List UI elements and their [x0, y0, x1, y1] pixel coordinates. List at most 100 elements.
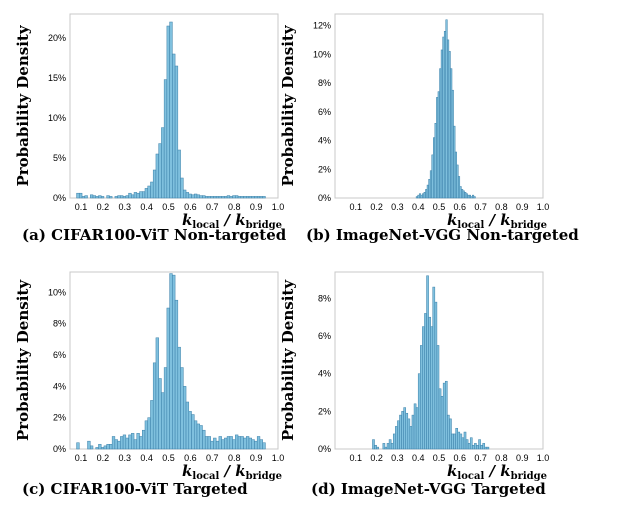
histogram-bar	[374, 444, 377, 450]
x-tick-label: 0.4	[412, 453, 425, 463]
histogram-bar	[218, 196, 222, 199]
histogram-bar	[444, 380, 448, 450]
x-tick-label: 0.3	[118, 202, 131, 212]
histogram-bar	[150, 400, 154, 450]
histogram-bar	[426, 275, 429, 450]
histogram-bar	[114, 439, 118, 450]
histogram-bar	[194, 420, 198, 450]
histogram-bar	[480, 444, 483, 450]
histogram-bar	[87, 440, 91, 450]
histogram-bar	[428, 316, 431, 450]
histogram-bar	[482, 443, 486, 450]
x-tick-label: 0.2	[97, 202, 110, 212]
y-tick-label: 10%	[48, 287, 66, 297]
histogram-bar	[98, 195, 102, 199]
x-tick-label: 0.1	[350, 202, 363, 212]
histogram-bar	[122, 434, 127, 450]
histogram-bar	[469, 437, 473, 450]
histogram-bar	[144, 188, 148, 199]
histogram-bar	[259, 439, 263, 450]
histogram-bar	[95, 196, 99, 199]
histogram-bar	[461, 437, 465, 450]
histogram-bar	[474, 443, 477, 450]
histogram-bar	[467, 443, 471, 450]
histogram-bar	[163, 79, 168, 199]
histogram-bar	[213, 196, 217, 199]
y-tick-label: 0%	[53, 444, 66, 454]
histogram-bar	[226, 436, 231, 450]
histogram-bar	[133, 439, 138, 450]
histogram-bar	[240, 196, 244, 199]
y-tick-label: 4%	[318, 369, 331, 379]
histogram-bar	[438, 388, 442, 450]
histogram-bar	[147, 417, 151, 450]
x-tick-label: 0.7	[206, 453, 219, 463]
histogram-bar	[382, 443, 386, 450]
histogram-bar	[413, 403, 417, 450]
histogram-bar	[128, 434, 132, 450]
histogram-bar	[90, 445, 94, 450]
histogram-bar	[256, 196, 261, 199]
histogram-bar	[174, 65, 179, 199]
x-tick-label: 0.4	[412, 202, 425, 212]
histogram-bar	[95, 447, 99, 450]
histogram-bar	[213, 437, 217, 450]
caption-b: (b) ImageNet-VGG Non-targeted	[306, 226, 579, 244]
y-tick-label: 6%	[318, 107, 331, 117]
histogram-bar	[246, 196, 250, 199]
histogram-bar	[161, 127, 165, 199]
histogram-bar	[100, 447, 105, 450]
histogram-bar	[484, 446, 488, 450]
panel-b: 0% 2% 4% 6% 8% 10% 12% 0.1 0.2 0.3 0.4 0.5 0.6 0.7 0.8…	[279, 0, 617, 255]
histogram-bar	[210, 440, 214, 450]
histogram-bar	[221, 439, 225, 450]
y-tick-label: 10%	[313, 49, 331, 59]
histogram-bar	[202, 195, 206, 199]
histogram-bar	[172, 274, 176, 450]
histogram-bar	[76, 442, 80, 450]
y-tick-label: 2%	[318, 164, 331, 174]
histogram-bar	[199, 425, 203, 450]
histogram-bar	[262, 196, 266, 199]
histogram-bar	[453, 433, 456, 450]
x-tick-label: 0.5	[433, 453, 446, 463]
histogram-d: 0% 2% 4% 6% 8% 0.1 0.2 0.3 0.4 0.5 0.6 0.7 0.8 0.9 1.0…	[279, 271, 550, 482]
x-tick-label: 0.1	[75, 453, 88, 463]
x-tick-label: 1.0	[537, 453, 550, 463]
histogram-bar	[442, 382, 446, 450]
y-tick-label: 10%	[48, 113, 66, 123]
histogram-bar	[436, 345, 440, 450]
histogram-bar	[180, 177, 184, 199]
histogram-bar	[229, 196, 233, 199]
histogram-bar	[177, 346, 181, 450]
histogram-bar	[196, 423, 200, 450]
histogram-bar	[150, 181, 154, 199]
histogram-bar	[224, 437, 228, 450]
x-tick-label: 1.0	[537, 202, 550, 212]
histogram-bar	[166, 307, 170, 450]
histogram-bar	[251, 196, 255, 199]
histogram-bar	[254, 196, 258, 199]
histogram-bar	[90, 194, 94, 199]
histogram-bar	[226, 195, 231, 199]
histogram-bar	[106, 444, 110, 450]
histogram-bar	[191, 414, 195, 450]
histogram-bar	[136, 433, 140, 450]
histogram-bar	[434, 301, 438, 450]
y-axis-label: Probability Density	[14, 24, 32, 186]
x-tick-label: 0.2	[97, 453, 110, 463]
x-tick-label: 1.0	[272, 202, 285, 212]
y-tick-label: 4%	[53, 381, 66, 391]
histogram-bar	[202, 429, 206, 450]
histogram-bar	[177, 149, 181, 199]
histogram-bar	[447, 414, 450, 450]
histogram-bar	[397, 420, 400, 450]
y-tick-label: 20%	[48, 33, 66, 43]
histogram-bar	[440, 396, 444, 450]
histogram-bar	[128, 192, 132, 199]
histogram-bar	[125, 195, 129, 199]
histogram-bar	[243, 196, 247, 199]
x-tick-label: 1.0	[272, 453, 285, 463]
histogram-bar	[204, 196, 209, 199]
x-axis-label: klocal / kbridge	[447, 211, 547, 231]
